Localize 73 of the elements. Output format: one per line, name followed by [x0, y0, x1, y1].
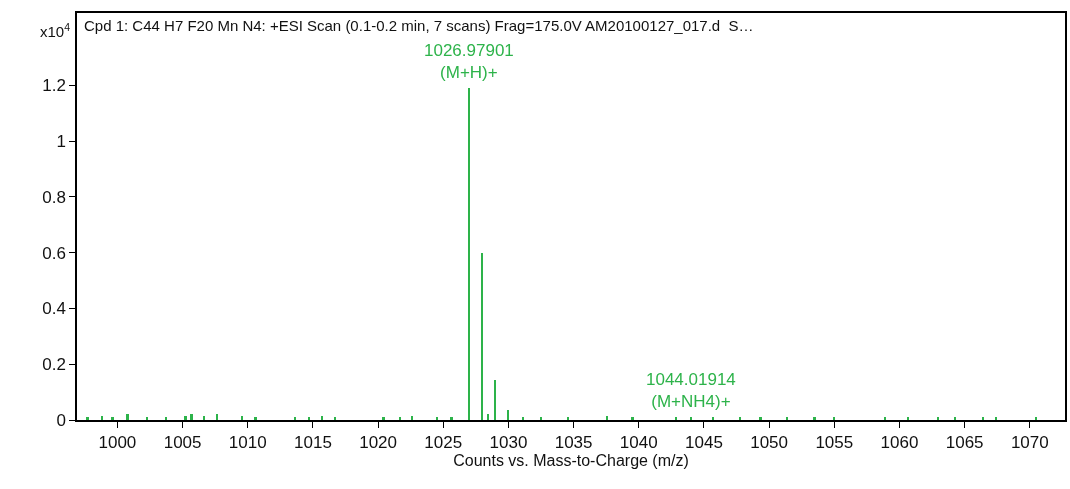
- bar: [954, 417, 956, 420]
- annotation: 1044.01914 (M+NH4)+: [646, 370, 736, 412]
- bar: [907, 417, 909, 420]
- bar: [1035, 417, 1037, 420]
- y-tick-label: 1: [56, 132, 66, 152]
- x-tick-label: 1030: [489, 433, 528, 453]
- bar: [884, 417, 886, 420]
- bar: [86, 417, 89, 420]
- bar: [833, 417, 835, 420]
- bar: [101, 416, 103, 420]
- bar: [982, 417, 984, 420]
- x-tick-label: 1005: [163, 433, 202, 453]
- bar: [487, 414, 489, 420]
- bar: [411, 416, 413, 420]
- bar: [786, 417, 788, 420]
- x-tick-label: 1040: [619, 433, 658, 453]
- bar: [522, 417, 524, 420]
- bar: [165, 417, 167, 420]
- x-tick-label: 1025: [424, 433, 463, 453]
- bar: [759, 417, 762, 420]
- bar: [436, 417, 438, 420]
- bar: [567, 417, 569, 420]
- bar: [631, 417, 634, 420]
- bar: [606, 416, 608, 420]
- x-tick-label: 1055: [815, 433, 854, 453]
- x-tick-label: 1035: [554, 433, 593, 453]
- bar: [308, 417, 310, 420]
- x-tick-label: 1060: [880, 433, 919, 453]
- x-tick-label: 1045: [685, 433, 723, 453]
- y-tick-label: 0.2: [42, 355, 66, 375]
- y-tick-label: 0.4: [42, 299, 66, 319]
- bar: [675, 417, 677, 420]
- bar: [494, 380, 496, 420]
- bar: [690, 417, 692, 420]
- bar: [321, 416, 323, 420]
- bar: [481, 253, 483, 420]
- annotation: 1026.97901 (M+H)+: [424, 41, 514, 83]
- bar: [294, 417, 296, 420]
- chart-title: Cpd 1: C44 H7 F20 Mn N4: +ESI Scan (0.1-0.2 min, 7 scans) Frag=175.0V AM20100127_017.d S…: [84, 17, 754, 34]
- bar: [241, 416, 243, 420]
- bar: [126, 414, 129, 420]
- bar: [813, 417, 816, 420]
- x-tick-label: 1015: [294, 433, 332, 453]
- bar: [399, 417, 401, 420]
- bar: [146, 417, 148, 420]
- bar: [507, 410, 509, 420]
- x-tick-label: 1070: [1010, 433, 1049, 453]
- bar: [995, 417, 997, 420]
- bar: [190, 414, 193, 420]
- y-tick-label: 0: [56, 410, 66, 430]
- x-tick-label: 1050: [750, 433, 789, 453]
- bar: [216, 414, 218, 420]
- bar: [382, 417, 385, 420]
- bar: [254, 417, 257, 420]
- bar: [203, 416, 205, 420]
- bar: [184, 416, 187, 420]
- y-tick-label: 1.2: [42, 76, 66, 96]
- x-tick-label: 1000: [98, 433, 137, 453]
- bar: [450, 417, 453, 420]
- x-tick-label: 1010: [228, 433, 267, 453]
- y-axis-title: x10$^{4}$: [40, 21, 71, 41]
- x-tick-label: 1065: [945, 433, 984, 453]
- x-tick-label: 1020: [359, 433, 397, 453]
- bar: [712, 417, 714, 420]
- y-tick-label: 0.8: [42, 187, 66, 207]
- x-axis-title: Counts vs. Mass-to-Charge (m/z): [453, 452, 689, 470]
- bar: [540, 417, 542, 420]
- y-tick-label: 0.6: [42, 243, 66, 263]
- bar: [111, 417, 114, 420]
- bar: [739, 417, 741, 420]
- bar: [334, 417, 336, 420]
- bar: [468, 88, 470, 420]
- bar: [937, 417, 939, 420]
